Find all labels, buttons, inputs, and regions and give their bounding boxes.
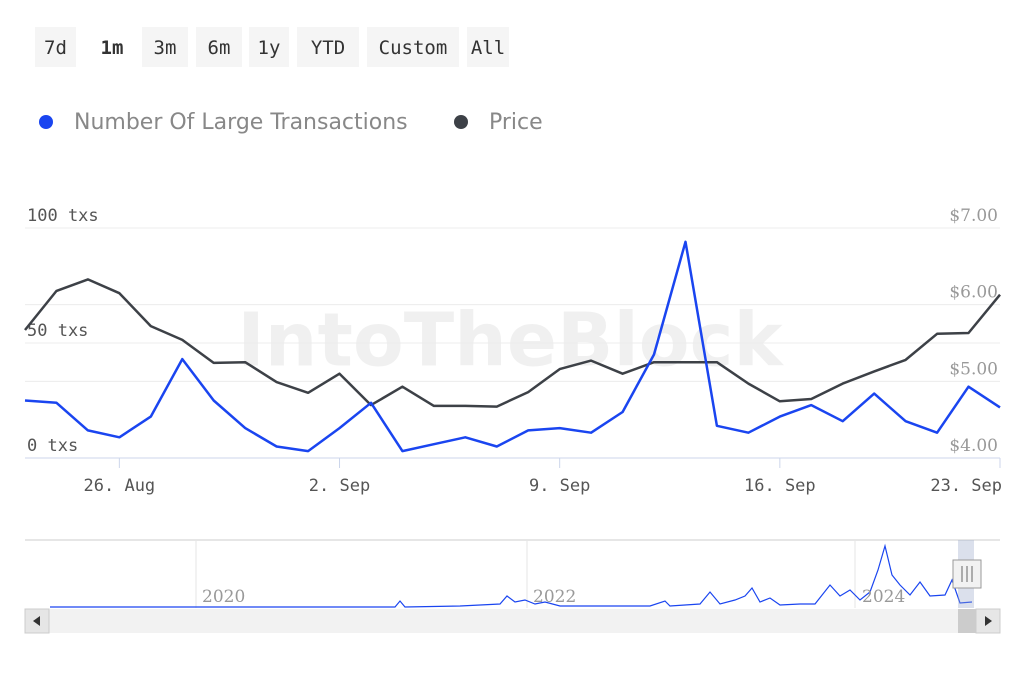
range-button-label: YTD xyxy=(311,37,345,59)
range-button[interactable] xyxy=(297,27,359,67)
y2-tick-label: $5.00 xyxy=(949,359,998,379)
scrollbar-thumb[interactable] xyxy=(958,609,976,633)
range-button-label: 1m xyxy=(101,37,124,59)
range-button-label: 7d xyxy=(44,37,67,59)
grid: 0 txs 50 txs 100 txs $4.00 $5.00 $6.00 $7.00 26… xyxy=(25,206,1002,496)
x-tick-label: 26. Aug xyxy=(84,476,156,496)
range-button-label: Custom xyxy=(379,37,448,59)
arrow-right xyxy=(985,616,992,626)
x-tick-label: 23. Sep xyxy=(930,476,1002,496)
x-tick-label: 2. Sep xyxy=(309,476,370,496)
range-button-label: 6m xyxy=(208,37,231,59)
navigator-label: 2024 xyxy=(862,587,905,607)
y2-tick-label: $4.00 xyxy=(949,436,998,456)
navigator-line xyxy=(50,543,973,608)
range-button[interactable] xyxy=(35,27,76,67)
plot xyxy=(24,240,1001,453)
legend-marker xyxy=(454,115,468,129)
range-button-label: All xyxy=(471,37,505,59)
range-button-label: 3m xyxy=(154,37,177,59)
range-button-label: 1y xyxy=(258,37,281,59)
x-tick-label: 9. Sep xyxy=(529,476,590,496)
scrollbar-track[interactable] xyxy=(25,609,1000,633)
y-tick-label: 0 txs xyxy=(27,436,78,456)
navigator-labels: 2020 2022 2024 xyxy=(202,587,905,607)
legend-label: Number Of Large Transactions xyxy=(74,110,408,135)
arrow-left xyxy=(33,616,40,626)
range-button[interactable] xyxy=(467,27,509,67)
legend-label: Price xyxy=(489,110,543,135)
y2-tick-label: $6.00 xyxy=(949,283,998,303)
range-button[interactable] xyxy=(142,27,188,67)
range-button[interactable] xyxy=(249,27,289,67)
range-button[interactable] xyxy=(367,27,459,67)
y2-tick-label: $7.00 xyxy=(949,206,998,226)
y-tick-label: 100 txs xyxy=(27,206,99,226)
y-tick-label: 50 txs xyxy=(27,321,88,341)
range-buttons: 7d 1m 3m 6m 1y YTD Custom All xyxy=(35,27,509,67)
navigator xyxy=(24,539,1001,634)
range-button[interactable] xyxy=(196,27,242,67)
navigator-label: 2022 xyxy=(533,587,576,607)
series-line xyxy=(24,278,1001,408)
legend-marker xyxy=(39,115,53,129)
legend: Number Of Large Transactions Price xyxy=(39,110,543,135)
x-tick-label: 16. Sep xyxy=(744,476,816,496)
range-button[interactable] xyxy=(89,27,135,67)
watermark: IntoTheBlock xyxy=(237,298,784,384)
navigator-label: 2020 xyxy=(202,587,245,607)
series-line xyxy=(24,240,1001,453)
